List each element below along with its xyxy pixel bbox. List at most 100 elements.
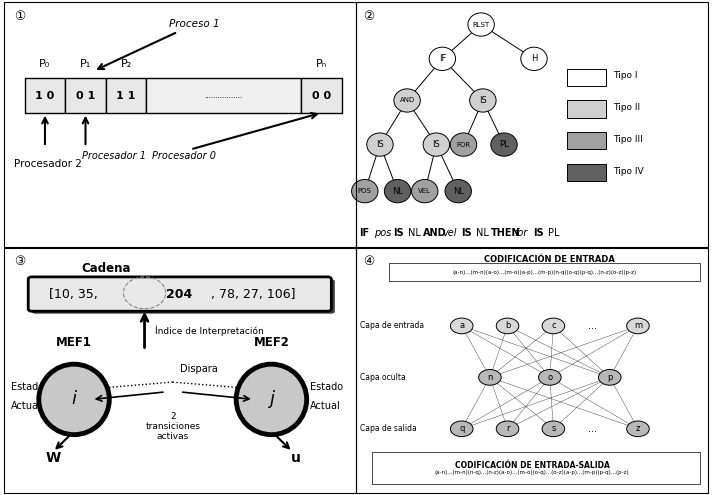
Bar (567, 164, 606, 181)
Text: j: j (269, 391, 274, 408)
Text: Cadena: Cadena (81, 262, 130, 275)
FancyBboxPatch shape (28, 277, 331, 311)
Text: n: n (487, 373, 493, 382)
Text: vel: vel (442, 228, 456, 238)
Text: P₁: P₁ (80, 58, 91, 69)
Text: u: u (291, 450, 301, 465)
Text: ②: ② (363, 10, 375, 23)
Text: .................: ................. (205, 93, 243, 99)
Circle shape (542, 421, 565, 437)
Text: VEL: VEL (418, 188, 431, 194)
Text: MEF2: MEF2 (253, 336, 289, 348)
Ellipse shape (470, 89, 496, 112)
Text: MEF1: MEF1 (56, 336, 92, 348)
Text: Tipo I: Tipo I (613, 71, 638, 81)
FancyBboxPatch shape (372, 452, 700, 484)
Text: Procesador 0: Procesador 0 (152, 151, 216, 161)
Text: P₀: P₀ (39, 58, 51, 69)
Ellipse shape (429, 47, 456, 70)
Text: 204: 204 (166, 288, 192, 300)
Text: Actual: Actual (11, 401, 41, 411)
Circle shape (451, 318, 473, 334)
Text: IS: IS (393, 228, 404, 238)
Text: Dispara: Dispara (179, 364, 218, 374)
Ellipse shape (445, 180, 471, 203)
Text: H: H (530, 54, 537, 63)
Text: 2
transiciones
activas: 2 transiciones activas (145, 412, 200, 442)
Text: c: c (551, 321, 555, 330)
Ellipse shape (384, 180, 411, 203)
Circle shape (451, 421, 473, 437)
Text: 0 1: 0 1 (76, 91, 95, 100)
Text: IS: IS (533, 228, 543, 238)
Text: [10, 35,: [10, 35, (49, 288, 102, 300)
Text: o: o (548, 373, 553, 382)
Circle shape (538, 370, 561, 385)
Text: ③: ③ (14, 255, 26, 268)
Text: Capa de salida: Capa de salida (360, 424, 417, 433)
Text: Índice de Interpretación: Índice de Interpretación (155, 326, 264, 336)
Ellipse shape (38, 364, 110, 435)
Text: ...: ... (587, 321, 597, 331)
Text: 1 0: 1 0 (36, 91, 55, 100)
Text: a: a (459, 321, 464, 330)
Text: CODIFICACIÓN DE ENTRADA-SALIDA: CODIFICACIÓN DE ENTRADA-SALIDA (455, 461, 609, 470)
Text: Capa de entrada: Capa de entrada (360, 321, 424, 330)
Circle shape (496, 318, 519, 334)
Text: NL: NL (392, 187, 403, 196)
Text: pos: pos (375, 228, 392, 238)
Text: ①: ① (14, 10, 26, 23)
Text: IF: IF (360, 228, 370, 238)
Text: IS: IS (432, 140, 440, 149)
Text: q: q (459, 424, 464, 433)
Text: Procesador 2: Procesador 2 (14, 158, 82, 169)
Circle shape (496, 421, 519, 437)
Text: (a-n)...(m-n)(n-q)...(n-z)(a-o)...(m-o)(o-q)...(o-z)(a-p)...(m-p)(p-q)...(p-z): (a-n)...(m-n)(n-q)...(n-z)(a-o)...(m-o)(… (435, 470, 629, 476)
Ellipse shape (491, 133, 517, 156)
Text: 1 1: 1 1 (116, 91, 136, 100)
Text: PL: PL (548, 228, 559, 238)
Ellipse shape (520, 47, 548, 70)
Bar (567, 132, 606, 149)
Ellipse shape (367, 133, 393, 156)
Text: P₂: P₂ (120, 58, 132, 69)
Bar (106, 78, 146, 113)
Text: 0 0: 0 0 (312, 91, 331, 100)
Text: z: z (636, 424, 640, 433)
Text: IF: IF (439, 54, 446, 63)
Text: Pₙ: Pₙ (316, 58, 328, 69)
Text: m: m (634, 321, 642, 330)
Bar (567, 100, 606, 118)
Text: NL: NL (476, 228, 488, 238)
Text: RLST: RLST (473, 21, 490, 28)
Text: NL: NL (408, 228, 421, 238)
Text: for: for (514, 228, 528, 238)
Text: ...: ... (587, 424, 597, 434)
Text: i: i (71, 391, 77, 408)
Text: s: s (551, 424, 555, 433)
Bar (25, 78, 66, 113)
FancyBboxPatch shape (32, 279, 335, 314)
Text: CODIFICACIÓN DE ENTRADA: CODIFICACIÓN DE ENTRADA (484, 255, 615, 264)
Text: p: p (607, 373, 612, 382)
Text: POS: POS (358, 188, 372, 194)
Text: Proceso 1: Proceso 1 (98, 19, 220, 69)
Circle shape (627, 421, 649, 437)
Circle shape (478, 370, 501, 385)
Text: Estado: Estado (310, 382, 343, 392)
Text: r: r (506, 424, 509, 433)
FancyBboxPatch shape (389, 263, 700, 281)
Text: AND: AND (399, 98, 414, 103)
Text: (a-n)...(m-n)(a-o)...(m-o)(a-p)...(m-p)(n-q)(o-q)(p-q)...(n-z)(o-z)(p-z): (a-n)...(m-n)(a-o)...(m-o)(a-p)...(m-p)(… (453, 269, 637, 275)
Ellipse shape (468, 13, 494, 36)
Bar (301, 78, 342, 113)
Text: ④: ④ (363, 255, 375, 268)
Text: Capa oculta: Capa oculta (360, 373, 405, 382)
Text: Tipo II: Tipo II (613, 103, 640, 112)
Text: W: W (46, 450, 61, 465)
Text: Tipo IV: Tipo IV (613, 167, 644, 176)
Text: IS: IS (479, 96, 487, 105)
Circle shape (627, 318, 649, 334)
Bar (66, 78, 106, 113)
Circle shape (599, 370, 621, 385)
